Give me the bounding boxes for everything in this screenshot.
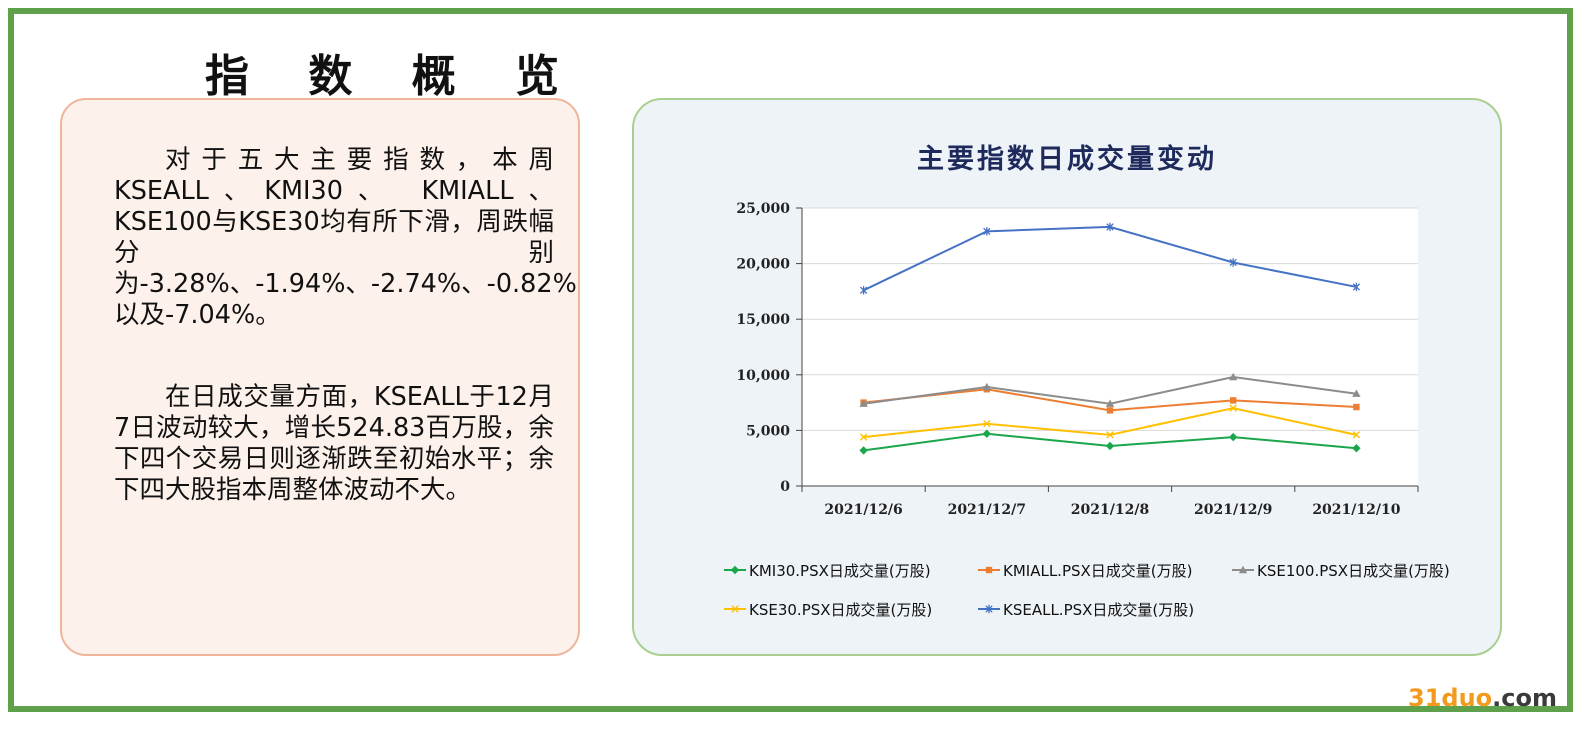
chart-panel: 主要指数日成交量变动 0 5,000 10,000 15,000 20,000 25,00… [632, 98, 1502, 656]
legend-label: KSEALL.PSX日成交量(万股) [1003, 601, 1194, 619]
data-point [1229, 258, 1237, 267]
legend-marker [731, 605, 739, 613]
plot-area [802, 208, 1418, 486]
summary-paragraph-2: 在日成交量方面，KSEALL于12月7日波动较大，增长524.83百万股，余下四… [114, 382, 554, 505]
data-point [859, 286, 868, 295]
x-tick-label: 2021/12/10 [1312, 502, 1400, 518]
legend-marker [1238, 565, 1248, 574]
outer-frame [8, 8, 1573, 712]
y-tick-label: 10,000 [736, 368, 790, 384]
data-point [983, 420, 991, 428]
x-tick-label: 2021/12/6 [824, 502, 902, 518]
data-point [1352, 431, 1361, 439]
watermark-domain: .com [1492, 684, 1557, 712]
summary-panel: 对于五大主要指数，本周KSEALL、KMI30、 KMIALL、KSE100与K… [60, 98, 580, 656]
data-point [859, 433, 868, 441]
data-point [1352, 282, 1361, 292]
data-point [983, 227, 991, 236]
legend-label: KSE100.PSX日成交量(万股) [1257, 562, 1450, 580]
data-point [1105, 399, 1115, 407]
watermark-brand: 31duo [1408, 684, 1493, 712]
data-point [859, 399, 868, 407]
legend-marker [985, 604, 993, 614]
data-point [1230, 397, 1237, 404]
legend-label: KSE30.PSX日成交量(万股) [749, 601, 932, 619]
data-point [1352, 443, 1361, 453]
y-tick-label: 25,000 [736, 201, 790, 217]
x-tick-label: 2021/12/7 [948, 502, 1026, 518]
y-tick-label: 5,000 [746, 423, 790, 439]
data-point [1353, 403, 1360, 411]
legend-label: KMI30.PSX日成交量(万股) [749, 562, 931, 580]
data-point [1229, 432, 1238, 442]
data-point [1106, 222, 1114, 232]
summary-paragraph-1: 对于五大主要指数，本周KSEALL、KMI30、 KMIALL、KSE100与K… [114, 145, 577, 330]
legend-marker [985, 566, 993, 574]
page-title: 指 数 概 览 [205, 51, 581, 102]
data-point [1352, 389, 1361, 397]
y-tick-label: 20,000 [736, 257, 790, 273]
data-point [1106, 431, 1114, 439]
data-point [1105, 441, 1115, 451]
legend-label: KMIALL.PSX日成交量(万股) [1003, 562, 1193, 580]
data-point [1106, 407, 1114, 414]
y-tick-label: 15,000 [736, 312, 790, 328]
data-point [1229, 372, 1238, 381]
chart-title: 主要指数日成交量变动 [917, 143, 1217, 175]
data-point [1229, 404, 1237, 412]
data-point [982, 382, 991, 391]
x-tick-label: 2021/12/8 [1071, 502, 1149, 518]
y-tick-label: 0 [780, 479, 790, 495]
legend-marker [730, 565, 740, 575]
watermark-logo: 31duo.com [1408, 684, 1557, 712]
volume-line-chart: 主要指数日成交量变动 0 5,000 10,000 15,000 20,000 25,00… [724, 143, 1450, 619]
x-tick-label: 2021/12/9 [1194, 502, 1272, 518]
